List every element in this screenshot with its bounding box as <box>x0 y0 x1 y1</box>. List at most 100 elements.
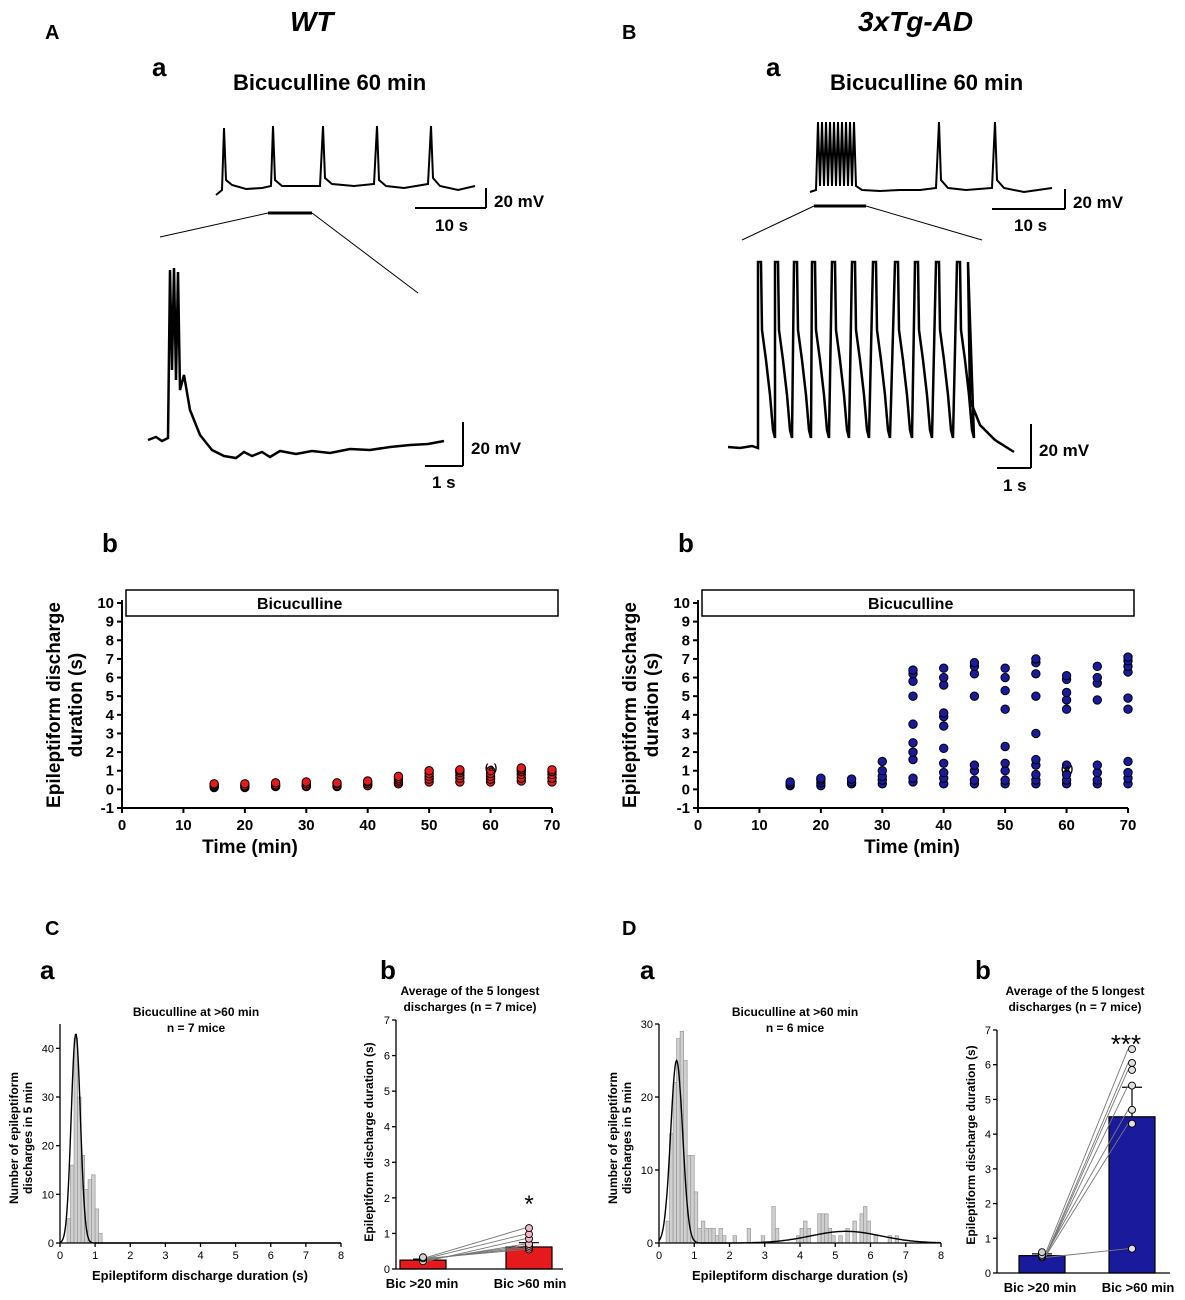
wt-scale-1s: 1 s <box>432 473 456 492</box>
x-tick-label: 50 <box>421 817 438 834</box>
y-tick-label: 6 <box>106 670 114 687</box>
data-point <box>1123 693 1133 703</box>
y-tick-label: 4 <box>985 1129 991 1141</box>
data-point <box>846 774 857 784</box>
histogram-bin <box>700 1220 706 1244</box>
data-point <box>1000 685 1010 696</box>
data-point <box>1092 760 1102 770</box>
scatter-wt-labels: Bicuculline (a) Time (min) Epileptiform … <box>44 596 497 858</box>
histogram-bin <box>690 1155 695 1244</box>
data-point <box>455 765 465 775</box>
histogram-bin <box>711 1228 716 1244</box>
x-tick-label: 8 <box>338 1250 344 1262</box>
wt-scalebar-1s <box>425 422 464 467</box>
histogram-bin <box>863 1206 868 1244</box>
panel-letter-b: B <box>622 22 637 44</box>
y-tick-label: -1 <box>677 800 690 817</box>
histogram-bin <box>718 1228 723 1244</box>
y-tick-label: 3 <box>985 1164 991 1176</box>
histogram-bin <box>722 1235 727 1244</box>
tg-scale-1s: 1 s <box>1003 476 1027 495</box>
y-tick-label: 7 <box>106 651 114 668</box>
tg-scale-mv-top: 20 mV <box>1073 193 1124 212</box>
histogram-bin <box>693 1191 699 1244</box>
tg-overview-trace <box>809 121 1053 194</box>
histogram-bin <box>697 1228 702 1244</box>
x-tick-label: 3 <box>762 1250 768 1262</box>
data-point <box>969 775 980 785</box>
x-tick-label: 4 <box>197 1250 203 1262</box>
bar-tg-cat1: Bic >20 min <box>1004 1280 1077 1295</box>
y-tick-label: 6 <box>985 1060 991 1072</box>
data-point <box>939 708 949 718</box>
scatter-tg-bar-label: Bicuculline <box>868 596 953 613</box>
histogram-bin <box>873 1235 878 1244</box>
histogram-bin <box>66 1218 71 1244</box>
histogram-bin <box>707 1228 713 1244</box>
data-point <box>1031 728 1041 739</box>
bar-tg-ylabel: Epileptiform discharge duration (s) <box>964 1045 978 1244</box>
y-tick-label: 20 <box>42 1141 54 1153</box>
x-tick-label: 0 <box>694 817 702 834</box>
data-point <box>1123 704 1133 714</box>
group-title-3xtg: 3xTg-AD <box>858 6 974 37</box>
hist-tg-ylabel-1: Number of epileptiform <box>606 1072 620 1204</box>
histogram-bin <box>732 1235 737 1244</box>
y-tick-label: 40 <box>42 1043 54 1055</box>
bar-wt-significance: * <box>524 1191 533 1218</box>
hist-wt-title-2: n = 7 mice <box>167 1021 226 1035</box>
y-tick-label: 1 <box>682 763 690 780</box>
data-point <box>1000 663 1010 673</box>
y-tick-label: 3 <box>682 725 690 742</box>
y-tick-label: 20 <box>641 1092 653 1104</box>
data-point <box>1092 661 1102 672</box>
panel-letter-d: D <box>622 918 637 940</box>
histogram-bin <box>824 1213 829 1244</box>
y-tick-label: 10 <box>97 595 114 612</box>
histogram-bin <box>94 1208 99 1244</box>
paired-point <box>1128 1065 1136 1074</box>
paired-line <box>1045 1062 1129 1256</box>
y-tick-label: -1 <box>101 800 114 817</box>
hist-tg-title-2: n = 6 mice <box>766 1021 825 1035</box>
data-point <box>908 719 918 729</box>
data-point <box>209 779 219 789</box>
drug-application-bar <box>125 589 559 617</box>
hist-wt-xlabel: Epileptiform discharge duration (s) <box>92 1268 308 1283</box>
data-point <box>1123 756 1133 767</box>
data-point <box>939 721 949 731</box>
x-tick-label: 1 <box>92 1250 98 1262</box>
histogram-wt: 0 10 20 30 40 0 1 2 3 4 5 6 7 8 <box>42 1024 344 1262</box>
x-tick-label: 1 <box>691 1250 697 1262</box>
y-tick-label: 0 <box>647 1238 653 1250</box>
data-point <box>240 779 250 789</box>
histogram-bin <box>704 1228 709 1244</box>
x-tick-label: 6 <box>867 1250 873 1262</box>
data-point <box>516 763 526 773</box>
x-tick-label: 40 <box>935 817 952 834</box>
hist-tg-labels: Bicuculline at >60 min n = 6 mice Epilep… <box>606 1005 908 1283</box>
paired-line <box>426 1233 526 1259</box>
data-point <box>1123 652 1133 662</box>
y-tick-label: 5 <box>682 688 690 705</box>
wt-zoom-line-right <box>311 212 419 294</box>
y-tick-label: 8 <box>106 632 114 649</box>
drug-application-bar <box>701 589 1135 617</box>
histogram-bin <box>827 1228 833 1244</box>
histogram-bin <box>672 1082 677 1244</box>
x-tick-label: 6 <box>268 1250 274 1262</box>
tg-expanded-trace <box>727 260 1015 454</box>
histogram-bin <box>796 1235 801 1244</box>
bar-chart-wt: 0 1 2 3 4 5 6 7 <box>384 1015 563 1276</box>
data-point <box>908 773 918 783</box>
histogram-bin <box>803 1220 808 1244</box>
y-tick-label: 10 <box>641 1165 653 1177</box>
wt-scalebar-10s <box>415 188 487 209</box>
paired-point <box>419 1253 427 1262</box>
paired-point <box>1128 1105 1136 1114</box>
data-point <box>1061 704 1072 714</box>
gaussian-fit-line <box>59 1033 341 1244</box>
x-tick-label: 0 <box>118 817 126 834</box>
y-tick-label: 4 <box>682 707 691 724</box>
